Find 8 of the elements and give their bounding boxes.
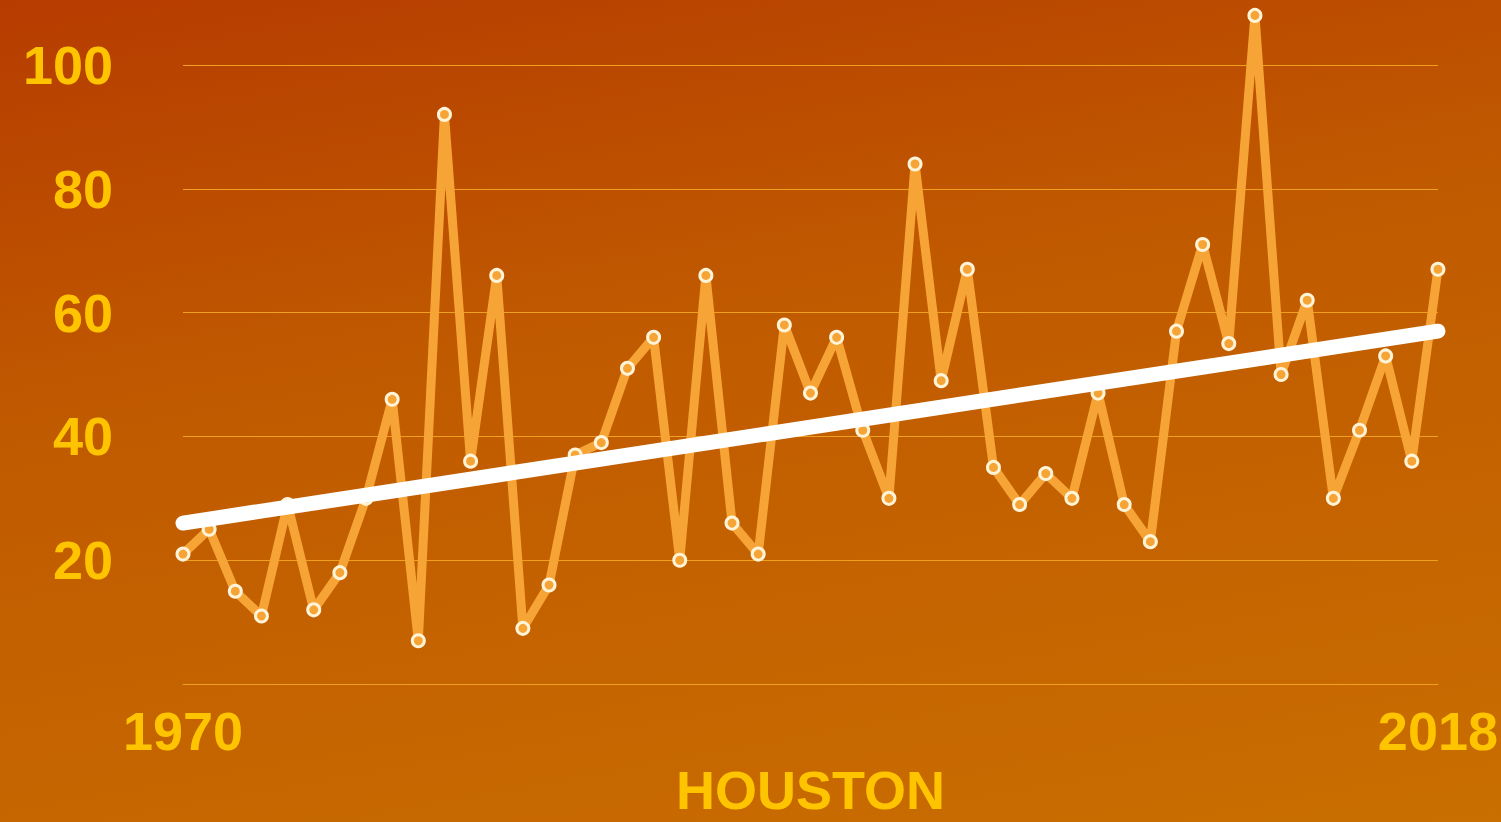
y-tick-label: 20 bbox=[52, 530, 113, 591]
y-tick-label: 100 bbox=[22, 34, 113, 95]
x-tick-label: 1970 bbox=[122, 701, 244, 762]
x-axis-title: HOUSTON bbox=[675, 760, 945, 820]
y-tick-label: 60 bbox=[52, 282, 113, 343]
x-tick-label: 2018 bbox=[1377, 701, 1499, 762]
y-tick-label: 80 bbox=[52, 158, 113, 219]
y-tick-label: 40 bbox=[52, 406, 113, 467]
